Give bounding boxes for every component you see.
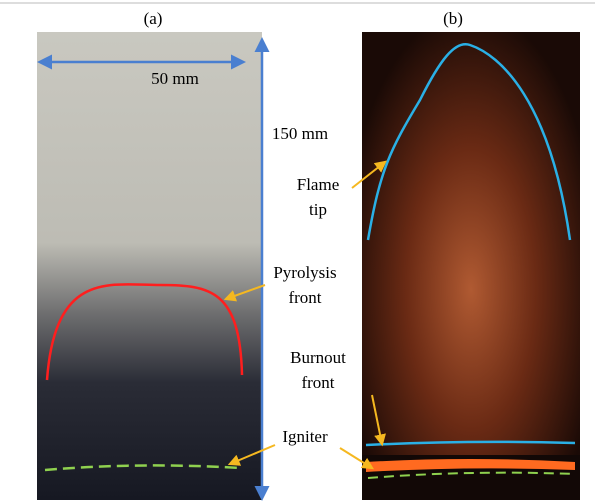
annotation: Burnout (290, 348, 346, 367)
pointer (223, 284, 266, 302)
igniter-glow (366, 459, 575, 472)
pointer (339, 447, 375, 470)
width-label: 50 mm (151, 69, 199, 88)
annotation: front (288, 288, 321, 307)
igniter-line (367, 471, 576, 479)
pointer (371, 394, 386, 447)
annotation: front (301, 373, 334, 392)
sample-photo (37, 32, 262, 500)
flame-outline (366, 43, 572, 241)
flame-photo (362, 32, 580, 500)
panel-label: (a) (144, 9, 163, 28)
annotation: Igniter (282, 427, 328, 446)
pointer (351, 160, 387, 189)
panel-label: (b) (443, 9, 463, 28)
annotation: tip (309, 200, 327, 219)
pointer (227, 444, 276, 466)
annotation: Pyrolysis (273, 263, 336, 282)
height-label: 150 mm (272, 124, 328, 143)
igniter-line (44, 464, 241, 472)
pyrolysis-curve (45, 283, 244, 381)
annotation: Flame (297, 175, 340, 194)
burnout-line (365, 440, 576, 447)
